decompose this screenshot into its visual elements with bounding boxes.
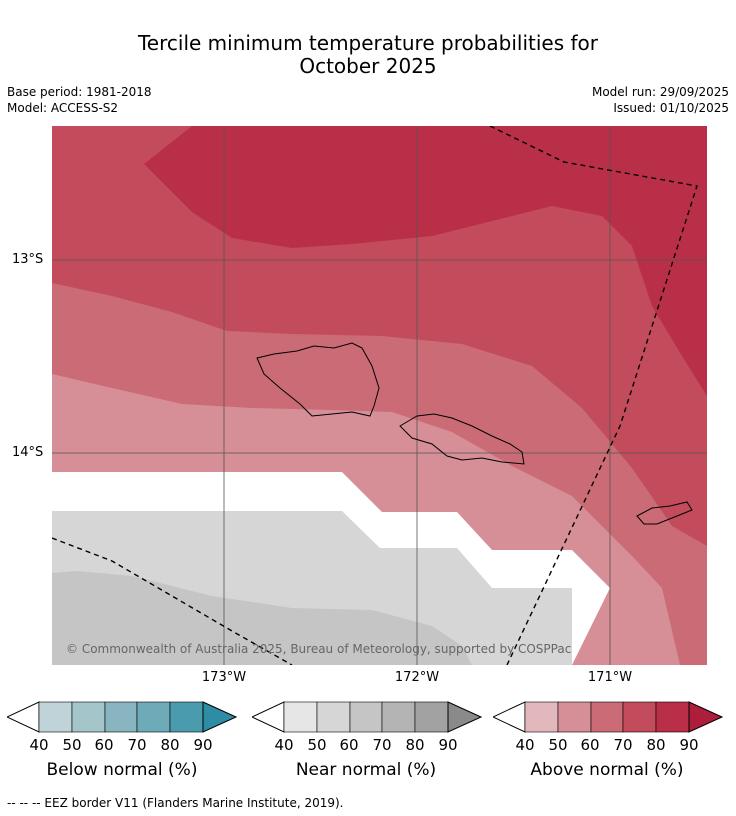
title-line-1: Tercile minimum temperature probabilitie… [137,31,599,55]
tick-near-70: 70 [372,736,392,754]
tick-below-90: 90 [193,736,213,754]
legend-title-below: Below normal (%) [46,760,198,780]
tick-above-70: 70 [613,736,633,754]
base-period: Base period: 1981-2018 [7,85,152,99]
tick-above-80: 80 [646,736,666,754]
lat-label-13s: 13°S [12,252,44,267]
lat-label-14s: 14°S [12,445,44,460]
tick-below-40: 40 [29,736,49,754]
eez-footnote: -- -- -- EEZ border V11 (Flanders Marine… [7,796,344,810]
legend-below-normal [7,701,237,733]
legend-title-above: Above normal (%) [530,760,684,780]
issued-date: Issued: 01/10/2025 [613,101,729,115]
eez-border-west [52,537,293,665]
tick-near-50: 50 [307,736,327,754]
tick-below-80: 80 [160,736,180,754]
tick-near-40: 40 [274,736,294,754]
above-60-region-south [572,588,610,665]
map-copyright: © Commonwealth of Australia 2025, Bureau… [66,642,571,656]
tick-above-60: 60 [580,736,600,754]
tick-above-40: 40 [515,736,535,754]
tick-above-90: 90 [679,736,699,754]
tick-above-50: 50 [548,736,568,754]
eez-border-east [489,126,698,665]
tick-near-80: 80 [405,736,425,754]
legend-title-near: Near normal (%) [295,760,437,780]
probability-map: © Commonwealth of Australia 2025, Bureau… [52,126,707,665]
legend-near-normal [252,701,482,733]
tick-near-60: 60 [339,736,359,754]
lon-label-173w: 173°W [201,670,247,685]
tutuila-island [636,501,693,525]
lon-label-171w: 171°W [587,670,633,685]
tick-below-50: 50 [62,736,82,754]
tick-near-90: 90 [438,736,458,754]
title-line-2: October 2025 [299,54,437,78]
legend-above-normal [493,701,723,733]
savaii-island [256,342,380,417]
upolu-island [399,413,525,465]
above-90-region-north [144,126,707,396]
tick-below-60: 60 [94,736,114,754]
model-run: Model run: 29/09/2025 [591,85,729,99]
model-name: Model: ACCESS-S2 [7,101,119,115]
tick-below-70: 70 [127,736,147,754]
near-60-region [52,571,472,665]
lon-label-172w: 172°W [394,670,440,685]
